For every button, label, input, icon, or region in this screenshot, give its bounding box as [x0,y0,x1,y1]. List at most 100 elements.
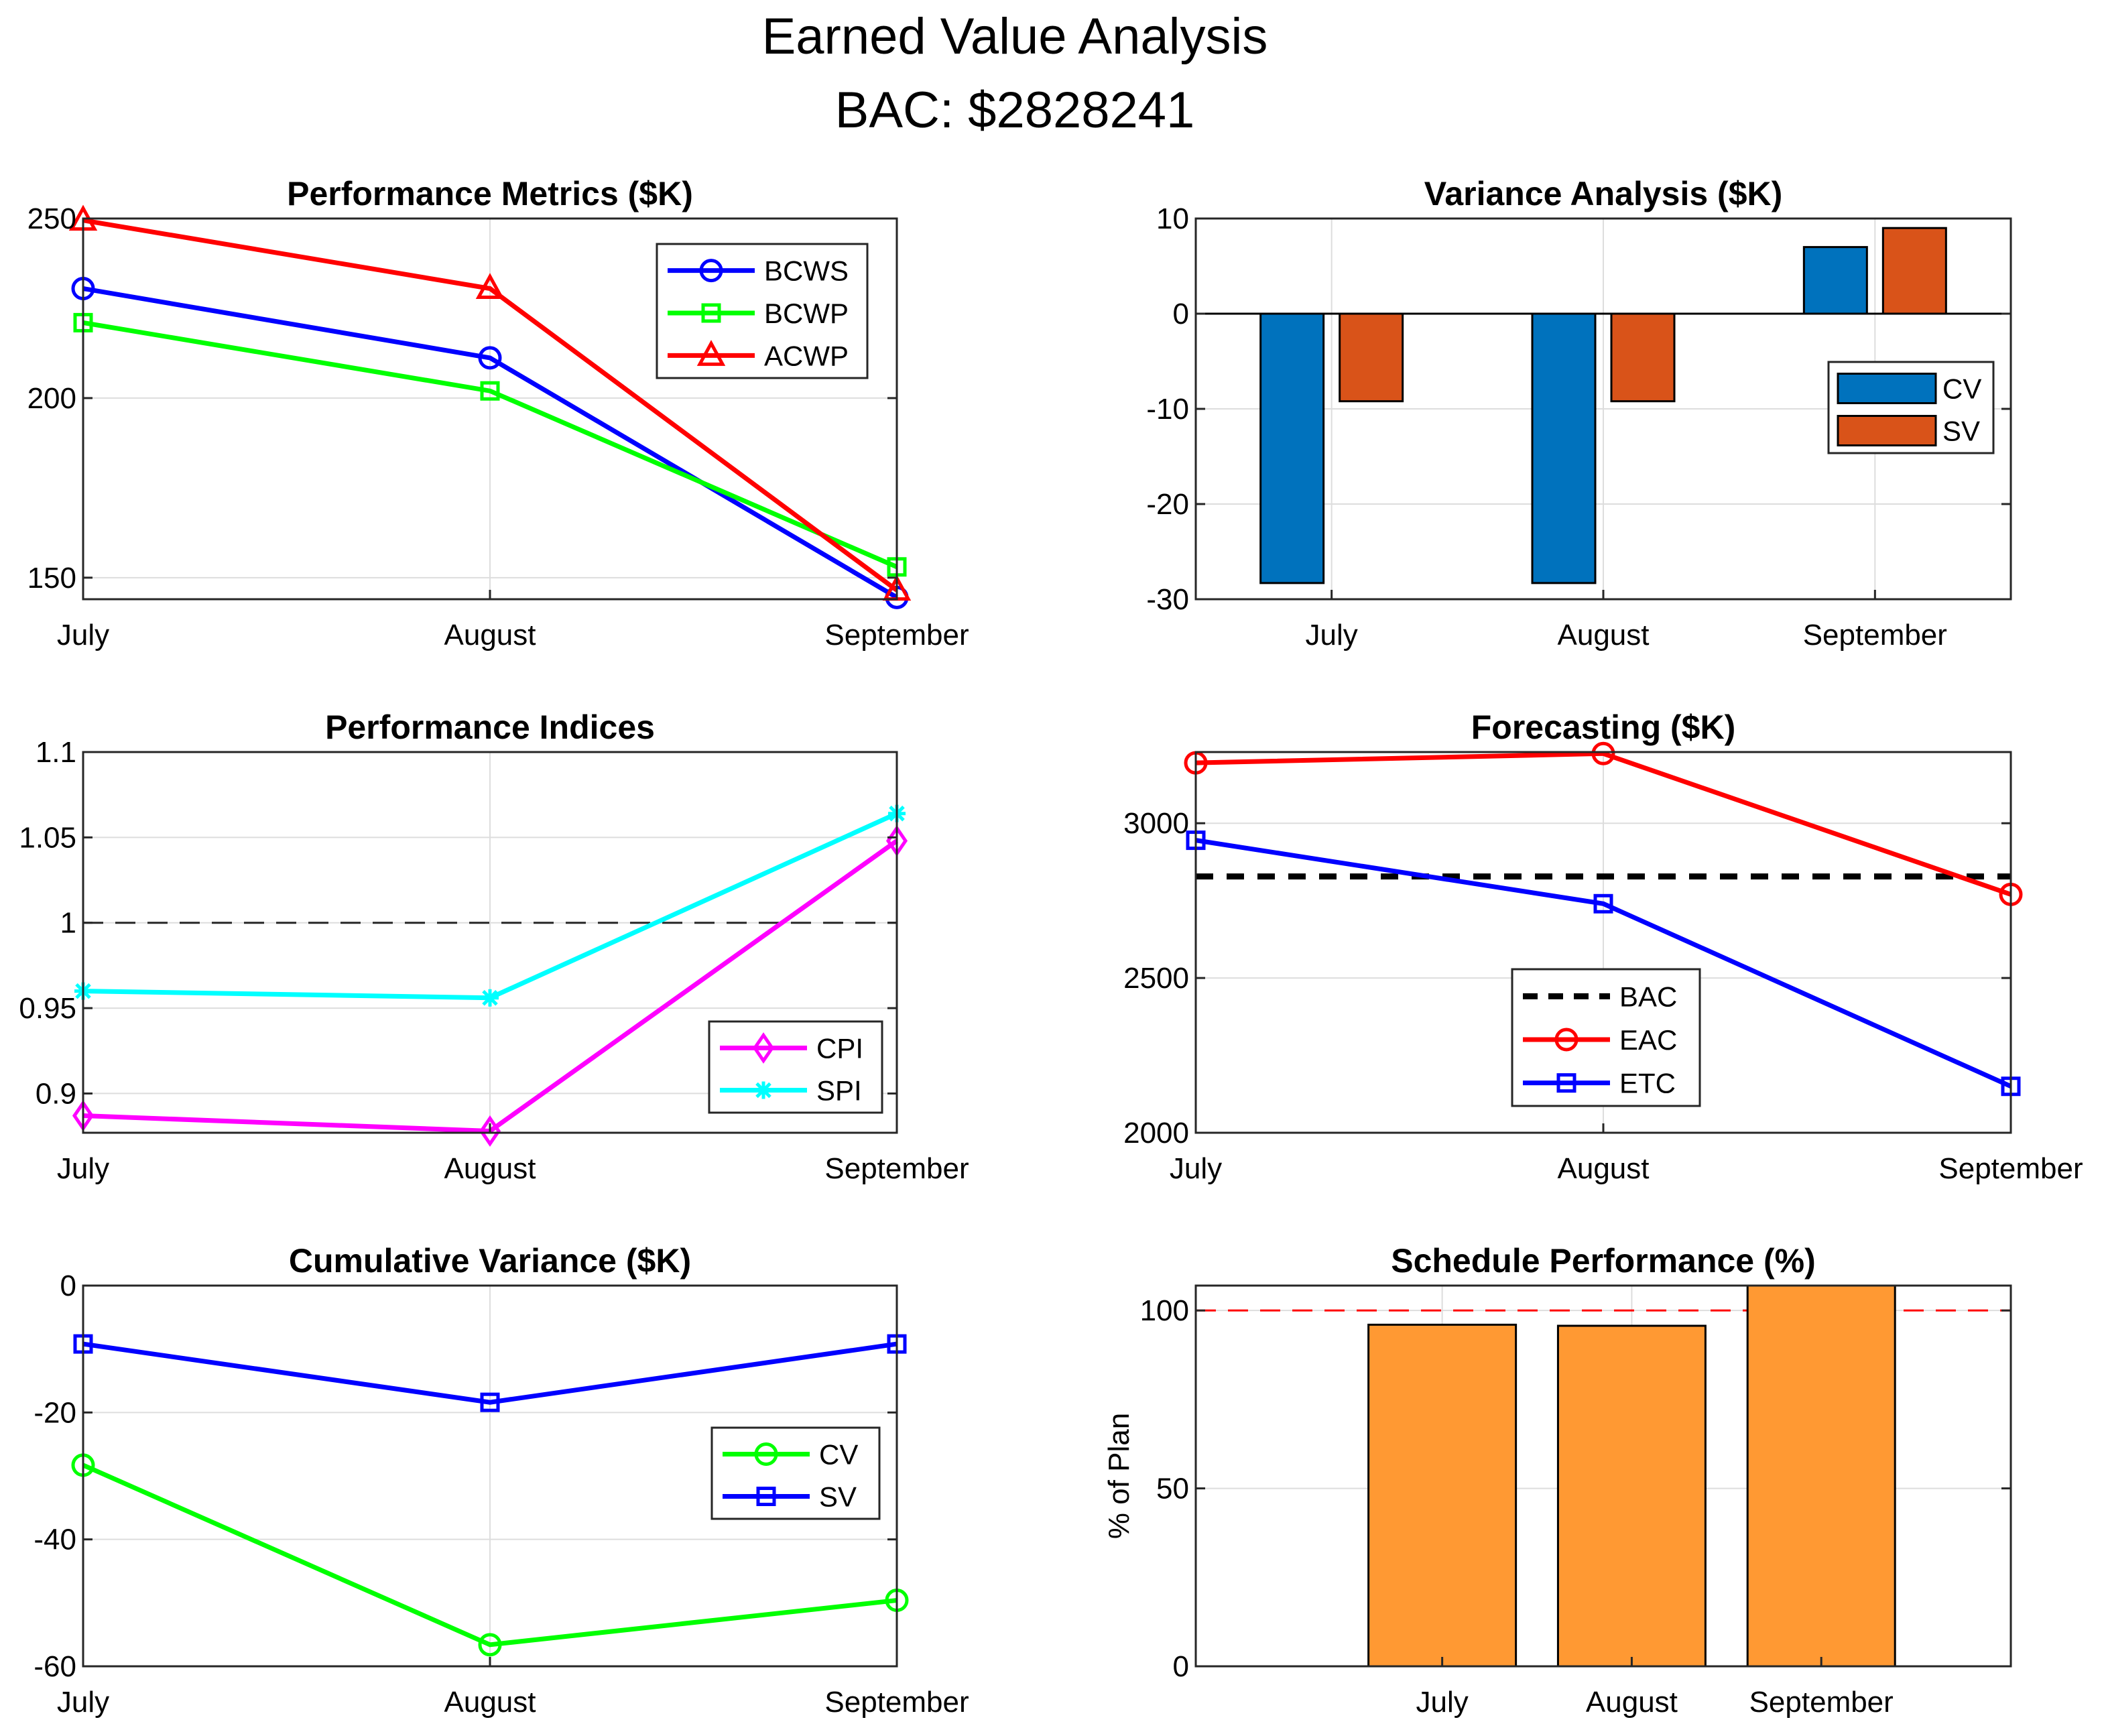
cumulative-title: Cumulative Variance ($K) [289,1242,691,1280]
variance-legend: CV SV [1827,361,1995,454]
legend-label: SV [819,1481,857,1513]
panel-variance: -30 -20 -10 0 10 July August September Variance … [1146,175,2012,652]
legend-item-cv: CV [723,1439,858,1471]
legend-item-bcws: BCWS [668,255,849,287]
y-tick-label: 1.05 [19,821,76,854]
bar-sv [1881,227,1947,315]
data-point-bcwp [480,381,500,401]
y-tick-label: 0 [60,1269,76,1302]
perf-metrics-legend: BCWS BCWP ACWP [656,243,869,379]
x-tick-label: July [57,619,109,652]
y-tick-label: -10 [1146,393,1189,426]
series-line-acwp [82,218,899,593]
y-tick-label: -20 [34,1396,76,1429]
data-point-cv [478,1633,502,1657]
legend-item-cv: CV [1837,373,1981,405]
y-tick-label: -40 [34,1524,76,1556]
variance-series-sv [1339,227,1947,403]
x-tick-label: August [1558,619,1650,652]
bar-cv [1802,246,1868,315]
schedule-title: Schedule Performance (%) [1391,1242,1816,1280]
data-point-acwp [475,273,505,299]
schedule-series-spi [1367,1284,1896,1668]
panel-schedule: 0 50 100 July August September Schedule Perfor… [1103,1242,2012,1719]
bar-sv [1339,312,1404,403]
x-tick-label: July [1170,1152,1222,1185]
y-tick-label: 0.95 [19,992,76,1025]
legend-swatch [1837,373,1937,404]
legend-marker [754,1442,778,1466]
legend-marker [1554,1028,1579,1052]
perf-indices-axes: 0.9 0.95 1 1.05 1.1 July August September [19,736,969,1185]
x-tick-label: September [824,1152,969,1185]
legend-marker [696,340,726,366]
legend-label: SV [1942,416,1980,447]
data-point-cpi [479,1115,501,1147]
legend-box [710,1426,881,1520]
y-tick-label: 2500 [1123,962,1189,995]
x-tick-label: September [824,1686,969,1719]
variance-title: Variance Analysis ($K) [1424,175,1783,212]
data-point-eac [1591,741,1615,765]
x-tick-label: August [1558,1152,1650,1185]
perf-indices-legend: CPI SPI [708,1020,883,1114]
bar-cv [1259,312,1325,584]
bar-cv [1531,312,1597,584]
variance-axes: -30 -20 -10 0 10 July August September [1146,202,2012,652]
panel-perf-metrics: 150 200 250 July August September Performance … [27,175,969,652]
y-tick-label: -60 [34,1650,76,1683]
bar-spi [1556,1324,1707,1668]
legend-item-bcwp: BCWP [668,298,849,329]
x-tick-label: August [1586,1686,1678,1719]
schedule-ylabel: % of Plan [1103,1413,1135,1539]
legend-label: CV [1942,373,1981,405]
legend-item-acwp: ACWP [668,340,849,371]
legend-marker [699,259,723,283]
y-tick-label: 50 [1156,1473,1189,1505]
bar-sv [1610,312,1676,403]
series-line-bcwp [82,320,898,569]
panel-cumulative: -60 -40 -20 0 July August September Cumulative … [34,1242,969,1719]
legend-item-spi: SPI [720,1075,862,1107]
x-tick-label: August [444,1152,536,1185]
data-point-etc [1593,893,1613,914]
legend-marker [1556,1073,1576,1093]
legend-label: BCWP [764,298,849,329]
y-tick-label: 250 [27,202,76,235]
x-tick-label: September [1803,619,1947,652]
legend-marker [701,303,721,323]
y-tick-label: 3000 [1123,807,1189,840]
x-tick-label: August [444,1686,536,1719]
y-tick-label: 100 [1140,1294,1189,1327]
y-tick-label: 1 [60,907,76,940]
legend-item-bac: BAC [1523,981,1677,1012]
x-tick-label: September [824,619,969,652]
legend-label: ACWP [764,340,849,371]
legend-item-sv: SV [723,1481,857,1513]
legend-marker [756,1487,776,1506]
variance-series-cv [1259,246,1868,584]
legend-label: EAC [1619,1024,1677,1056]
forecast-axes: 2000 2500 3000 July August September [1123,751,2083,1185]
series-line-cv [82,1463,898,1648]
y-tick-label: 1.1 [36,736,76,769]
legend-marker [755,1081,772,1099]
x-tick-label: August [444,619,536,652]
legend-label: BCWS [764,255,849,287]
legend-label: CPI [816,1033,863,1064]
series-line-etc [1195,838,2012,1089]
y-tick-label: 0 [1173,298,1189,330]
legend-item-sv: SV [1837,415,1980,447]
bar-spi [1367,1323,1518,1668]
legend-marker [752,1032,775,1064]
figure-subtitle-bac: BAC: $2828241 [835,82,1195,139]
perf-metrics-axes: 150 200 250 July August September [27,202,969,652]
schedule-axes: 0 50 100 July August September [1140,1284,2012,1719]
forecast-legend: BAC EAC ETC [1511,968,1701,1107]
legend-label: CV [819,1439,858,1471]
y-tick-label: 0.9 [36,1077,76,1110]
y-tick-label: 200 [27,382,76,415]
y-tick-label: 150 [27,562,76,595]
perf-indices-title: Performance Indices [325,708,655,746]
y-tick-label: -30 [1146,583,1189,616]
